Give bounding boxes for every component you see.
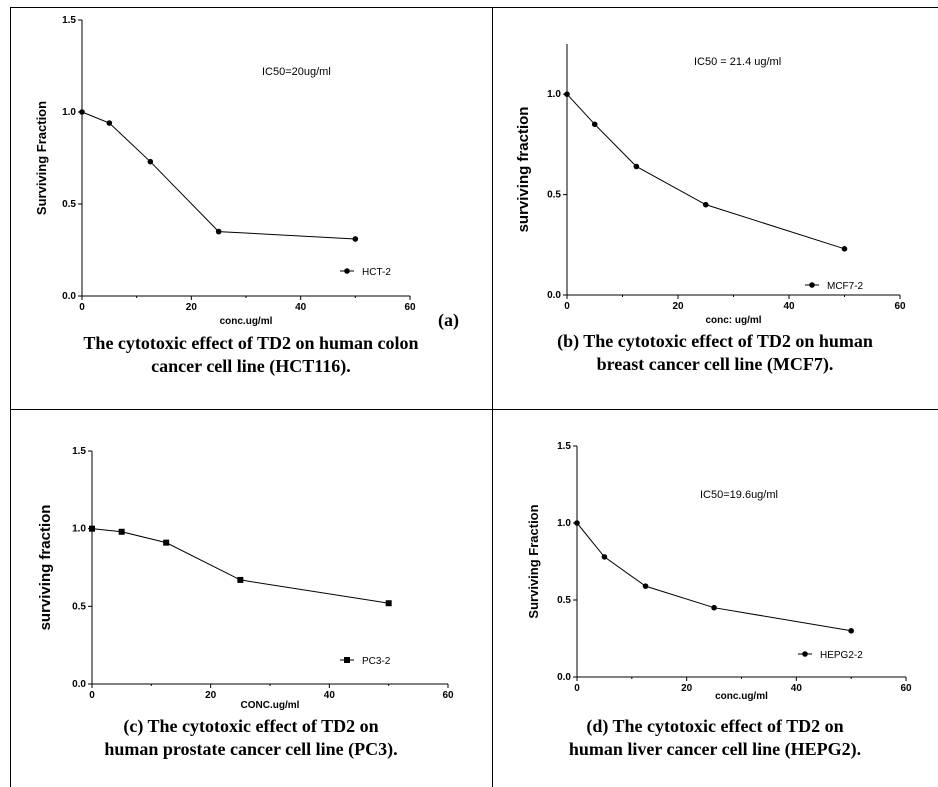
panel-b: 0.0 0.5 1.0 0 20 40 60 conc: ug/ml surviving fra… xyxy=(492,7,938,409)
legend-label: PC3-2 xyxy=(362,656,391,667)
x-axis-label: conc.ug/ml xyxy=(715,691,768,702)
y-axis-label: surviving fraction xyxy=(37,505,54,631)
legend-label: HEPG2-2 xyxy=(820,650,863,661)
x-axis-label: conc: ug/ml xyxy=(705,315,761,326)
data-point xyxy=(215,228,222,235)
x-tick-label: 0 xyxy=(564,301,570,312)
data-point xyxy=(642,583,649,589)
y-tick-label: 1.0 xyxy=(62,107,76,118)
ic50-annotation: IC50=19.6ug/ml xyxy=(700,489,778,501)
panel-d: 0.0 0.5 1.0 1.5 0 20 40 60 conc.ug/ml Surviving F… xyxy=(492,409,938,787)
x-axis-label: conc.ug/ml xyxy=(220,316,273,327)
x-tick-label: 20 xyxy=(681,683,693,694)
x-tick-label: 60 xyxy=(894,301,906,312)
data-point xyxy=(711,604,717,611)
legend-marker xyxy=(809,282,815,288)
y-tick-label: 0.5 xyxy=(62,199,76,210)
legend-marker xyxy=(802,651,808,657)
x-tick-label: 60 xyxy=(900,683,912,694)
data-point xyxy=(163,539,170,546)
data-point xyxy=(352,236,359,242)
data-point xyxy=(147,158,154,165)
grid-line-middle-horizontal xyxy=(10,409,938,410)
caption-a-line2: cancer cell line (HCT116). xyxy=(151,356,351,376)
x-tick-label: 0 xyxy=(89,690,95,701)
caption-a-line1: The cytotoxic effect of TD2 on human col… xyxy=(83,333,419,353)
y-tick-label: 0.5 xyxy=(72,601,86,612)
series-line xyxy=(81,111,356,240)
y-tick-label: 0.5 xyxy=(547,190,561,201)
data-point xyxy=(848,628,854,634)
series-line xyxy=(566,93,845,250)
legend-marker xyxy=(344,268,350,274)
chart-a: 0.0 0.5 1.0 1.5 0 20 40 60 conc.ug/ml Surviving F… xyxy=(34,15,416,327)
series-line xyxy=(576,522,852,632)
x-tick-label: 20 xyxy=(672,301,684,312)
x-tick-label: 20 xyxy=(186,302,198,313)
caption-c-line1: (c) The cytotoxic effect of TD2 on xyxy=(123,716,379,736)
legend-label: HCT-2 xyxy=(362,267,391,278)
chart-d: 0.0 0.5 1.0 1.5 0 20 40 60 conc.ug/ml Surviving F… xyxy=(526,441,912,702)
caption-d-line2: human liver cancer cell line (HEPG2). xyxy=(568,739,862,759)
y-axis-label: Surviving Fraction xyxy=(526,504,541,618)
x-tick-label: 0 xyxy=(574,683,580,694)
y-tick-label: 0.0 xyxy=(62,291,76,302)
y-tick-label: 1.0 xyxy=(547,89,561,100)
y-tick-label: 1.5 xyxy=(72,446,86,457)
chart-c: 0.0 0.5 1.0 1.5 0 20 40 60 CONC.ug/ml surviving f… xyxy=(37,446,454,711)
panel-c: 0.0 0.5 1.0 1.5 0 20 40 60 CONC.ug/ml surviving f… xyxy=(10,409,492,787)
y-tick-label: 0.0 xyxy=(557,672,571,683)
caption-b-line1: (b) The cytotoxic effect of TD2 on human xyxy=(557,331,873,351)
panel-letter-a: (a) xyxy=(438,310,459,330)
y-tick-label: 1.0 xyxy=(557,518,571,529)
x-tick-label: 60 xyxy=(404,302,416,313)
data-point xyxy=(841,246,848,252)
data-point xyxy=(89,525,95,532)
y-tick-label: 0.0 xyxy=(72,679,86,690)
data-point xyxy=(633,163,640,170)
legend-marker xyxy=(344,657,350,663)
y-axis-label: surviving fraction xyxy=(515,107,532,233)
y-tick-label: 1.5 xyxy=(62,15,76,26)
x-tick-label: 20 xyxy=(205,690,217,701)
y-tick-label: 0.5 xyxy=(557,595,571,606)
data-point xyxy=(702,201,709,208)
y-axis-label: Surviving Fraction xyxy=(34,101,49,215)
grid-line-middle-vertical xyxy=(492,7,493,787)
data-point xyxy=(574,520,580,526)
x-tick-label: 40 xyxy=(783,301,795,312)
x-tick-label: 40 xyxy=(324,690,336,701)
y-tick-label: 0.0 xyxy=(547,290,561,301)
x-tick-label: 0 xyxy=(79,302,85,313)
y-tick-label: 1.0 xyxy=(72,524,86,535)
y-tick-label: 1.5 xyxy=(557,441,571,452)
x-tick-label: 60 xyxy=(442,690,454,701)
data-point xyxy=(385,600,392,607)
caption-b-line2: breast cancer cell line (MCF7). xyxy=(596,354,834,374)
ic50-annotation: IC50=20ug/ml xyxy=(262,66,331,78)
caption-d-line1: (d) The cytotoxic effect of TD2 on xyxy=(586,716,844,736)
x-tick-label: 40 xyxy=(791,683,803,694)
caption-c-line2: human prostate cancer cell line (PC3). xyxy=(104,739,398,759)
grid-line-left xyxy=(10,7,11,787)
x-tick-label: 40 xyxy=(295,302,307,313)
data-point xyxy=(564,91,570,97)
legend-label: MCF7-2 xyxy=(827,281,864,292)
data-point xyxy=(601,554,608,560)
panel-a: 0.0 0.5 1.0 1.5 0 20 40 60 conc.ug/ml Surviving F… xyxy=(10,7,492,409)
data-point xyxy=(237,576,244,583)
x-axis-label: CONC.ug/ml xyxy=(241,700,300,711)
data-point xyxy=(118,528,125,535)
data-point xyxy=(106,120,113,126)
ic50-annotation: IC50 = 21.4 ug/ml xyxy=(694,56,781,68)
chart-b: 0.0 0.5 1.0 0 20 40 60 conc: ug/ml surviving fra… xyxy=(515,44,906,326)
data-point xyxy=(591,121,598,128)
data-point xyxy=(79,109,85,115)
grid-line-top xyxy=(10,7,938,8)
series-line xyxy=(91,528,389,604)
